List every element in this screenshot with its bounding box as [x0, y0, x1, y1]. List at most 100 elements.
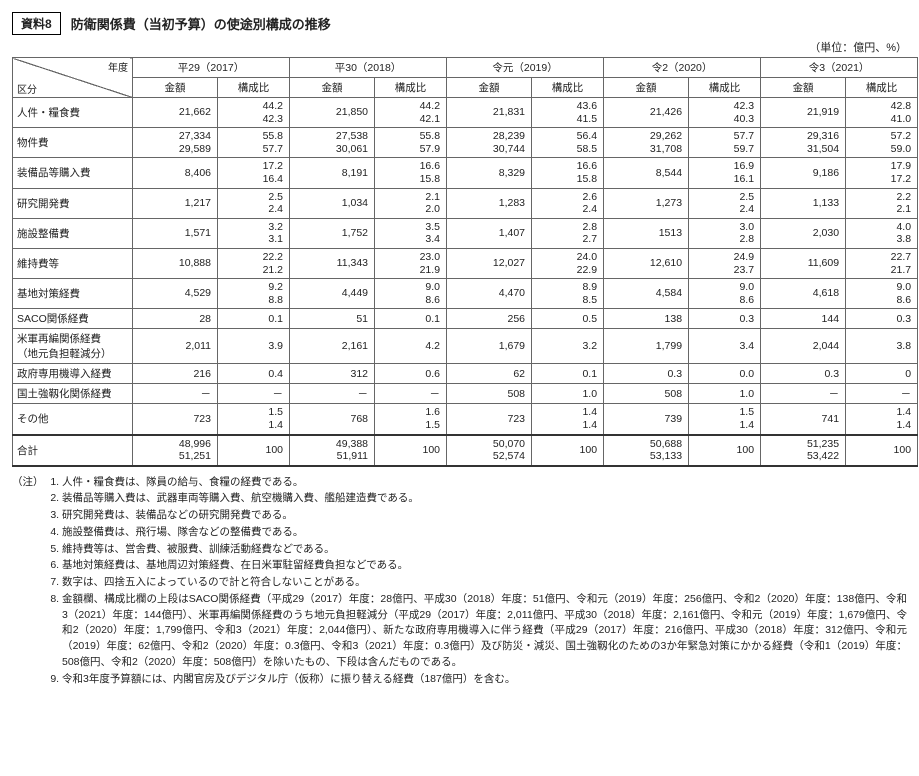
footnote-item: 維持費等は、営舎費、被服費、訓練活動経費などである。	[62, 542, 907, 558]
amount-cell: 51,23553,422	[761, 435, 846, 466]
amount-cell: 1,273	[604, 188, 689, 218]
amount-cell: 8,329	[447, 158, 532, 188]
amount-cell: 1,679	[447, 329, 532, 364]
sub-ratio-header: 構成比	[375, 78, 447, 98]
sub-ratio-header: 構成比	[218, 78, 290, 98]
table-row: 米軍再編関係経費（地元負担軽減分）2,0113.92,1614.21,6793.…	[13, 329, 918, 364]
footnotes-list: 人件・糧食費は、隊員の給与、食糧の経費である。装備品等購入費は、武器車両等購入費…	[44, 475, 907, 689]
ratio-cell: 17.917.2	[846, 158, 918, 188]
table-row: 政府専用機導入経費2160.43120.6620.10.30.00.30	[13, 364, 918, 384]
table-row: SACO関係経費280.1510.12560.51380.31440.3	[13, 309, 918, 329]
year-header: 令元（2019）	[447, 58, 604, 78]
amount-cell: 1,407	[447, 218, 532, 248]
amount-cell: 21,831	[447, 98, 532, 128]
amount-cell: 2,044	[761, 329, 846, 364]
ratio-cell: 100	[218, 435, 290, 466]
amount-cell: 741	[761, 404, 846, 435]
footnote-item: 装備品等購入費は、武器車両等購入費、航空機購入費、艦船建造費である。	[62, 491, 907, 507]
ratio-cell: 9.08.6	[846, 279, 918, 309]
amount-cell: 21,426	[604, 98, 689, 128]
table-row: その他7231.51.47681.61.57231.41.47391.51.47…	[13, 404, 918, 435]
ratio-cell: 0.1	[218, 309, 290, 329]
ratio-cell: 0.0	[689, 364, 761, 384]
ratio-cell: 23.021.9	[375, 248, 447, 278]
amount-cell: 62	[447, 364, 532, 384]
ratio-cell: 2.12.0	[375, 188, 447, 218]
amount-cell: 723	[133, 404, 218, 435]
row-label: 政府専用機導入経費	[13, 364, 133, 384]
ratio-cell: 56.458.5	[532, 128, 604, 158]
ratio-cell: 16.916.1	[689, 158, 761, 188]
amount-cell: 12,610	[604, 248, 689, 278]
year-header: 平29（2017）	[133, 58, 290, 78]
table-row: 国土強靱化関係経費－－－－5081.05081.0－－	[13, 384, 918, 404]
amount-cell: 144	[761, 309, 846, 329]
ratio-cell: 44.242.1	[375, 98, 447, 128]
amount-cell: 21,662	[133, 98, 218, 128]
ratio-cell: 4.03.8	[846, 218, 918, 248]
ratio-cell: 9.08.6	[375, 279, 447, 309]
amount-cell: 2,161	[290, 329, 375, 364]
ratio-cell: 17.216.4	[218, 158, 290, 188]
footnote-item: 人件・糧食費は、隊員の給与、食糧の経費である。	[62, 475, 907, 491]
ratio-cell: 100	[689, 435, 761, 466]
amount-cell: 4,618	[761, 279, 846, 309]
row-label: 物件費	[13, 128, 133, 158]
footnote-item: 基地対策経費は、基地周辺対策経費、在日米軍駐留経費負担などである。	[62, 558, 907, 574]
ratio-cell: 3.53.4	[375, 218, 447, 248]
title-row: 資料8 防衛関係費（当初予算）の使途別構成の推移	[12, 12, 907, 35]
sub-amount-header: 金額	[447, 78, 532, 98]
amount-cell: 723	[447, 404, 532, 435]
amount-cell: 49,38851,911	[290, 435, 375, 466]
footnote-item: 令和3年度予算額には、内閣官房及びデジタル庁（仮称）に振り替える経費（187億円…	[62, 672, 907, 688]
ratio-cell: 100	[532, 435, 604, 466]
diagonal-header: 年度区分	[13, 58, 133, 98]
amount-cell: 0.3	[761, 364, 846, 384]
amount-cell: 4,584	[604, 279, 689, 309]
row-label: 人件・糧食費	[13, 98, 133, 128]
amount-cell: 508	[447, 384, 532, 404]
amount-cell: 312	[290, 364, 375, 384]
ratio-cell: 1.51.4	[218, 404, 290, 435]
ratio-cell: 0.3	[689, 309, 761, 329]
ratio-cell: 22.721.7	[846, 248, 918, 278]
footnote-item: 金額欄、構成比欄の上段はSACO関係経費（平成29（2017）年度：28億円、平…	[62, 592, 907, 671]
ratio-cell: 2.22.1	[846, 188, 918, 218]
sub-amount-header: 金額	[133, 78, 218, 98]
ratio-cell: 2.52.4	[689, 188, 761, 218]
doc-title: 防衛関係費（当初予算）の使途別構成の推移	[71, 14, 331, 33]
ratio-cell: 9.28.8	[218, 279, 290, 309]
row-label: 合計	[13, 435, 133, 466]
table-row: 装備品等購入費8,40617.216.48,19116.615.88,32916…	[13, 158, 918, 188]
amount-cell: 8,544	[604, 158, 689, 188]
amount-cell: 48,99651,251	[133, 435, 218, 466]
amount-cell: 27,33429,589	[133, 128, 218, 158]
ratio-cell: 55.857.7	[218, 128, 290, 158]
amount-cell: －	[133, 384, 218, 404]
table-row: 人件・糧食費21,66244.242.321,85044.242.121,831…	[13, 98, 918, 128]
ratio-cell: 1.61.5	[375, 404, 447, 435]
amount-cell: 21,850	[290, 98, 375, 128]
ratio-cell: 24.923.7	[689, 248, 761, 278]
ratio-cell: 8.98.5	[532, 279, 604, 309]
amount-cell: 10,888	[133, 248, 218, 278]
ratio-cell: 3.2	[532, 329, 604, 364]
ratio-cell: 3.9	[218, 329, 290, 364]
ratio-cell: 9.08.6	[689, 279, 761, 309]
amount-cell: 1,034	[290, 188, 375, 218]
amount-cell: 4,529	[133, 279, 218, 309]
amount-cell: 739	[604, 404, 689, 435]
ratio-cell: －	[375, 384, 447, 404]
amount-cell: 1,217	[133, 188, 218, 218]
amount-cell: 11,343	[290, 248, 375, 278]
table-row: 研究開発費1,2172.52.41,0342.12.01,2832.62.41,…	[13, 188, 918, 218]
ratio-cell: 3.23.1	[218, 218, 290, 248]
ratio-cell: 0.1	[532, 364, 604, 384]
amount-cell: 2,011	[133, 329, 218, 364]
amount-cell: 51	[290, 309, 375, 329]
ratio-cell: 1.0	[532, 384, 604, 404]
amount-cell: －	[290, 384, 375, 404]
ratio-cell: 2.62.4	[532, 188, 604, 218]
ratio-cell: 0.3	[846, 309, 918, 329]
row-label: 研究開発費	[13, 188, 133, 218]
